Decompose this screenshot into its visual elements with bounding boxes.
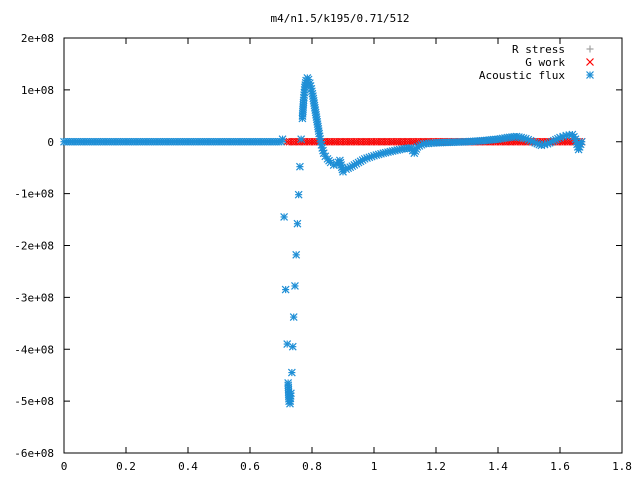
y-tick-label: 1e+08 — [21, 84, 54, 97]
x-tick-label: 0.8 — [302, 460, 322, 473]
data-point — [293, 219, 302, 228]
y-tick-label: 0 — [47, 136, 54, 149]
legend-label: R stress — [512, 43, 565, 56]
data-point — [577, 137, 586, 146]
data-point — [280, 213, 289, 221]
data-point — [292, 250, 301, 259]
x-tick-label: 0 — [61, 460, 68, 473]
x-tick-label: 0.4 — [178, 460, 198, 473]
x-tick-label: 0.6 — [240, 460, 260, 473]
data-point — [278, 135, 287, 144]
legend-marker — [586, 45, 594, 53]
x-tick-label: 0.2 — [116, 460, 136, 473]
data-point — [289, 313, 298, 322]
legend-label: Acoustic flux — [479, 69, 565, 82]
data-point — [288, 342, 297, 351]
chart-title: m4/n1.5/k195/0.71/512 — [270, 12, 409, 25]
series-layer — [60, 74, 586, 408]
y-tick-label: -4e+08 — [14, 343, 54, 356]
data-point — [281, 285, 290, 294]
x-tick-label: 1.8 — [612, 460, 632, 473]
y-tick-label: -6e+08 — [14, 447, 54, 460]
y-tick-label: -2e+08 — [14, 240, 54, 253]
y-tick-label: -5e+08 — [14, 395, 54, 408]
legend-label: G work — [525, 56, 565, 69]
plot-frame — [63, 37, 623, 454]
legend-marker — [586, 71, 594, 79]
y-tick-label: -1e+08 — [14, 188, 54, 201]
x-tick-label: 1.4 — [488, 460, 508, 473]
x-tick-label: 1.6 — [550, 460, 570, 473]
x-tick-label: 1 — [371, 460, 378, 473]
legend-marker — [586, 58, 594, 66]
data-point — [286, 389, 295, 398]
plot-area: 0 0.2 0.4 0.6 0.8 1 1.2 1.4 1.6 1.8 2e+08 1e+08 0 -1e… — [14, 32, 632, 473]
y-tick-label: 2e+08 — [21, 32, 54, 45]
axis-ticks: 0 0.2 0.4 0.6 0.8 1 1.2 1.4 1.6 1.8 2e+08 1e+08 0 -1e… — [14, 32, 632, 473]
data-point — [294, 190, 303, 199]
data-point — [287, 368, 296, 377]
series-acoustic-flux — [60, 74, 586, 408]
x-tick-label: 1.2 — [426, 460, 446, 473]
data-point — [295, 162, 304, 171]
y-tick-label: -3e+08 — [14, 291, 54, 304]
data-point — [297, 135, 306, 144]
data-point — [291, 282, 299, 290]
